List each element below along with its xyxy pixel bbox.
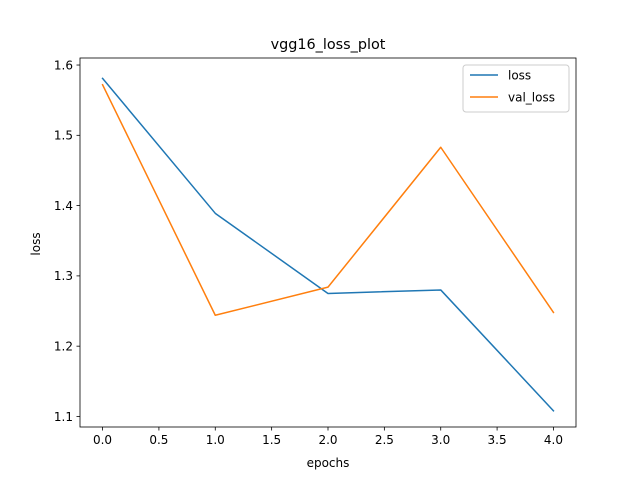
y-axis-label: loss — [29, 232, 43, 255]
legend-label-loss: loss — [508, 69, 531, 83]
series-line-val-loss — [101, 83, 555, 316]
y-tick-label: 1.6 — [54, 58, 73, 72]
legend-label-val-loss: val_loss — [508, 91, 555, 105]
series-line-loss — [101, 77, 555, 412]
x-tick-label: 2.5 — [375, 433, 394, 447]
y-axis-ticks: 1.1 1.2 1.3 1.4 1.5 1.6 — [54, 58, 80, 424]
x-tick-label: 4.0 — [544, 433, 563, 447]
y-tick-label: 1.3 — [54, 269, 73, 283]
legend-box — [462, 64, 570, 113]
x-tick-label: 3.5 — [488, 433, 507, 447]
x-tick-label: 1.0 — [206, 433, 225, 447]
legend: loss val_loss — [462, 64, 570, 113]
x-tick-label: 1.5 — [262, 433, 281, 447]
chart-title: vgg16_loss_plot — [271, 37, 386, 53]
series-layer — [101, 77, 555, 412]
plot-area-frame — [79, 57, 577, 428]
x-tick-label: 2.0 — [318, 433, 337, 447]
x-axis-ticks: 0.0 0.5 1.0 1.5 2.0 2.5 3.0 3.5 4.0 — [93, 427, 563, 447]
y-tick-label: 1.1 — [54, 410, 73, 424]
x-axis-label: epochs — [307, 456, 350, 470]
y-tick-label: 1.2 — [54, 339, 73, 353]
y-tick-label: 1.4 — [54, 199, 73, 213]
x-tick-label: 0.0 — [93, 433, 112, 447]
x-tick-label: 0.5 — [149, 433, 168, 447]
x-tick-label: 3.0 — [431, 433, 450, 447]
y-tick-label: 1.5 — [54, 129, 73, 143]
